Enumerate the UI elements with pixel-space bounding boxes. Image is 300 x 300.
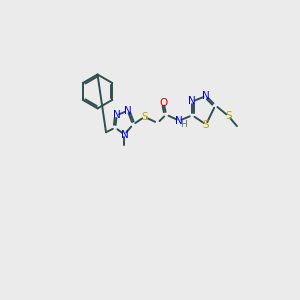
Text: N: N: [202, 91, 210, 101]
Text: S: S: [141, 112, 148, 122]
Text: N: N: [124, 106, 131, 116]
Text: H: H: [180, 120, 187, 129]
Text: N: N: [113, 110, 121, 120]
Text: N: N: [121, 130, 128, 140]
Text: O: O: [160, 98, 168, 108]
Text: N: N: [188, 96, 196, 106]
Text: S: S: [225, 111, 232, 121]
Text: S: S: [203, 119, 209, 130]
Text: N: N: [175, 116, 183, 126]
